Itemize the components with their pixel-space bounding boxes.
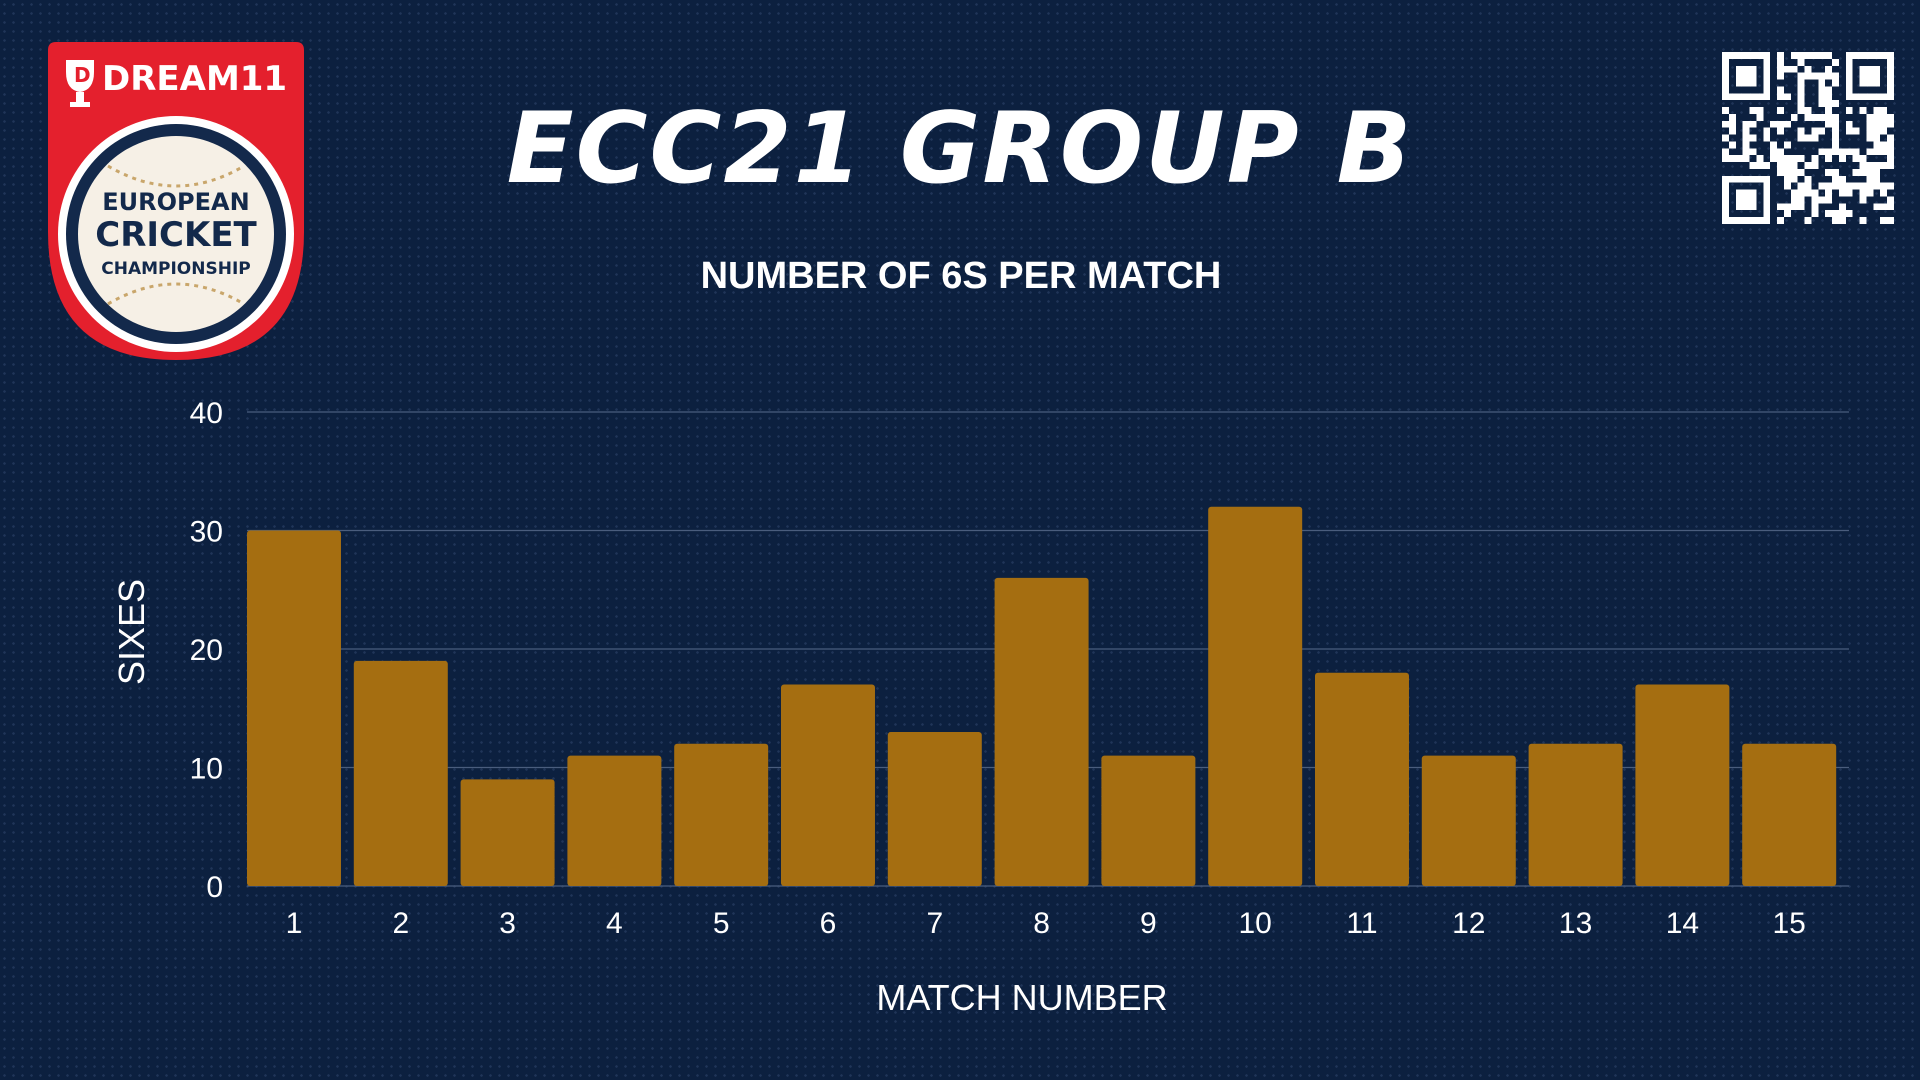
x-tick-label: 13 [1559,907,1592,940]
y-tick-label: 40 [190,397,223,430]
y-axis-label: SIXES [111,579,152,685]
y-axis-ticks: 0 10 20 30 40 [190,397,223,904]
bar-match-10 [1208,506,1303,886]
chart-title: NUMBER OF 6S PER MATCH [701,255,1222,297]
x-tick-label: 7 [926,907,943,940]
logo-line2: CRICKET [95,215,257,255]
bar-match-8 [994,577,1089,886]
x-tick-label: 10 [1239,907,1272,940]
x-tick-label: 15 [1773,907,1806,940]
y-tick-label: 0 [206,871,223,904]
bars [247,506,1837,886]
logo-line3: CHAMPIONSHIP [101,259,251,279]
x-axis-label: MATCH NUMBER [876,977,1167,1018]
bar-match-2 [353,660,448,886]
x-tick-label: 11 [1346,907,1377,940]
bar-match-13 [1528,743,1623,886]
svg-text:D: D [74,63,91,87]
x-tick-label: 6 [820,907,837,940]
bar-match-3 [460,779,555,886]
x-tick-label: 1 [286,907,303,940]
page-title: ECC21 GROUP B [506,92,1414,206]
y-tick-label: 30 [190,516,223,549]
logo-line1: EUROPEAN [102,188,249,216]
bar-match-9 [1101,755,1196,886]
dream11-ecc-logo: D DREAM11 EUROPEAN CRICKET CHAMPIONSHIP [48,42,304,360]
x-tick-label: 2 [392,907,409,940]
x-tick-label: 4 [606,907,623,940]
bar-match-11 [1315,672,1409,886]
y-tick-label: 10 [190,753,223,786]
bar-match-5 [674,743,769,886]
x-tick-label: 14 [1666,907,1699,940]
bar-match-7 [887,731,982,886]
qr-code-icon [1722,52,1894,224]
bar-match-12 [1421,755,1516,886]
bar-match-15 [1742,743,1837,886]
x-tick-label: 12 [1452,907,1485,940]
cricket-ball-icon [78,136,274,332]
logo-brand-text: DREAM11 [102,59,287,99]
y-tick-label: 20 [190,634,223,667]
bar-match-4 [567,755,662,886]
x-tick-label: 5 [713,907,730,940]
x-axis-ticks: 1 2 3 4 5 6 7 8 9 10 11 12 13 14 15 [286,907,1806,940]
x-tick-label: 8 [1033,907,1050,940]
dream11-mark-icon: D [66,60,94,107]
bar-match-14 [1635,684,1730,886]
bar-match-1 [247,530,341,886]
x-tick-label: 9 [1140,907,1157,940]
x-tick-label: 3 [499,907,516,940]
bar-match-6 [781,684,875,886]
